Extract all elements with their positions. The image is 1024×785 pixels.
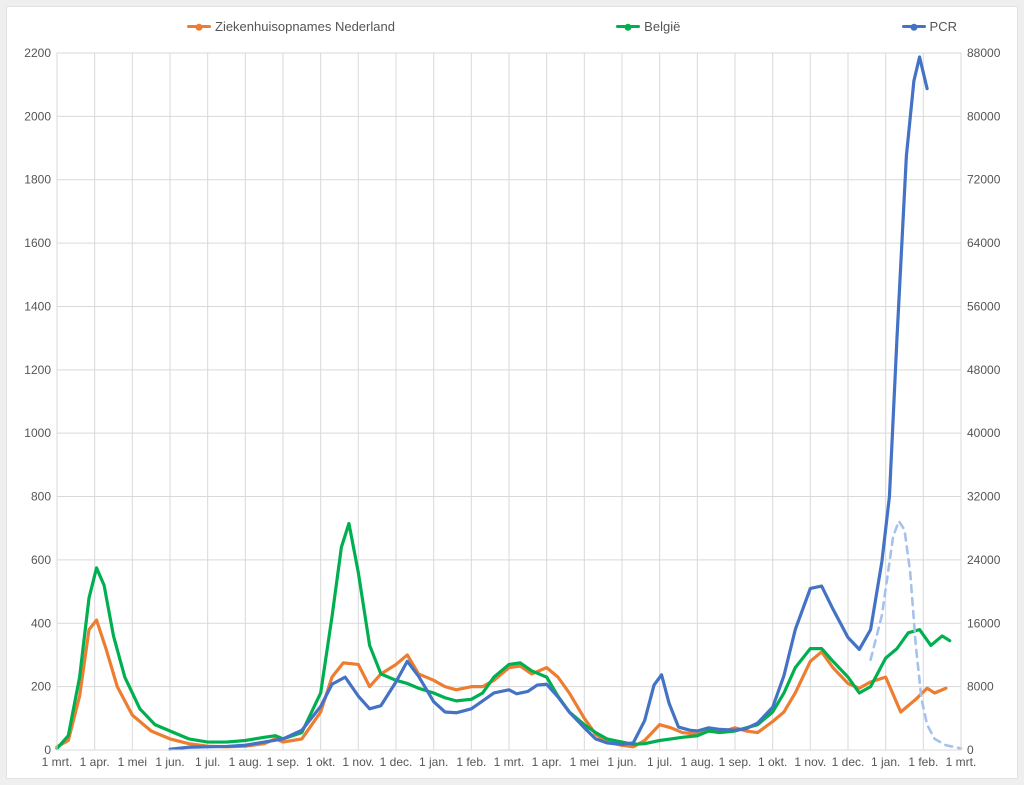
svg-text:2000: 2000 xyxy=(24,109,51,123)
svg-text:1400: 1400 xyxy=(24,299,51,313)
svg-text:1 mei: 1 mei xyxy=(118,755,147,769)
svg-text:2200: 2200 xyxy=(24,46,51,60)
line-chart: 0200400600800100012001400160018002000220… xyxy=(7,7,1019,780)
svg-text:1 aug.: 1 aug. xyxy=(681,755,714,769)
svg-text:1 jun.: 1 jun. xyxy=(607,755,636,769)
svg-text:80000: 80000 xyxy=(967,109,1001,123)
svg-text:1 mrt.: 1 mrt. xyxy=(42,755,73,769)
svg-text:1 sep.: 1 sep. xyxy=(267,755,300,769)
svg-text:1 mrt.: 1 mrt. xyxy=(946,755,977,769)
svg-text:1 mrt.: 1 mrt. xyxy=(494,755,525,769)
chart-frame: Ziekenhuisopnames Nederland België PCR 0… xyxy=(6,6,1018,779)
svg-text:1 jun.: 1 jun. xyxy=(155,755,184,769)
svg-text:72000: 72000 xyxy=(967,173,1001,187)
svg-text:200: 200 xyxy=(31,680,51,694)
svg-text:1 nov.: 1 nov. xyxy=(342,755,374,769)
svg-text:1 jan.: 1 jan. xyxy=(871,755,900,769)
svg-text:400: 400 xyxy=(31,616,51,630)
svg-text:1600: 1600 xyxy=(24,236,51,250)
svg-text:1 okt.: 1 okt. xyxy=(758,755,787,769)
svg-text:8000: 8000 xyxy=(967,680,994,694)
svg-text:24000: 24000 xyxy=(967,553,1001,567)
svg-text:1000: 1000 xyxy=(24,426,51,440)
svg-text:64000: 64000 xyxy=(967,236,1001,250)
svg-text:1 aug.: 1 aug. xyxy=(229,755,262,769)
svg-text:32000: 32000 xyxy=(967,490,1001,504)
svg-text:1 apr.: 1 apr. xyxy=(532,755,562,769)
svg-text:1 okt.: 1 okt. xyxy=(306,755,335,769)
svg-text:1200: 1200 xyxy=(24,363,51,377)
svg-text:1 mei: 1 mei xyxy=(570,755,599,769)
svg-text:16000: 16000 xyxy=(967,616,1001,630)
svg-text:1 jul.: 1 jul. xyxy=(647,755,672,769)
svg-text:1 feb.: 1 feb. xyxy=(456,755,486,769)
svg-text:1 dec.: 1 dec. xyxy=(832,755,865,769)
svg-text:600: 600 xyxy=(31,553,51,567)
svg-text:1 feb.: 1 feb. xyxy=(908,755,938,769)
svg-text:1 sep.: 1 sep. xyxy=(719,755,752,769)
svg-text:56000: 56000 xyxy=(967,299,1001,313)
svg-text:1 nov.: 1 nov. xyxy=(794,755,826,769)
svg-text:40000: 40000 xyxy=(967,426,1001,440)
svg-text:1 apr.: 1 apr. xyxy=(80,755,110,769)
svg-text:800: 800 xyxy=(31,490,51,504)
svg-text:1 jul.: 1 jul. xyxy=(195,755,220,769)
svg-text:1800: 1800 xyxy=(24,173,51,187)
svg-text:1 jan.: 1 jan. xyxy=(419,755,448,769)
svg-text:1 dec.: 1 dec. xyxy=(380,755,413,769)
svg-text:88000: 88000 xyxy=(967,46,1001,60)
svg-text:48000: 48000 xyxy=(967,363,1001,377)
